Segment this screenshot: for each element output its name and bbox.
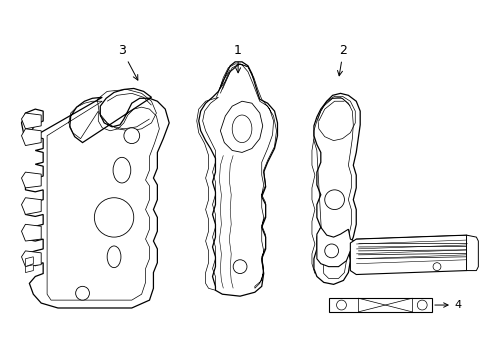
Polygon shape xyxy=(22,251,41,267)
Circle shape xyxy=(325,190,344,210)
Circle shape xyxy=(433,263,441,271)
Polygon shape xyxy=(22,113,41,129)
Text: 2: 2 xyxy=(338,44,347,76)
Polygon shape xyxy=(314,93,360,284)
Circle shape xyxy=(233,260,247,274)
Circle shape xyxy=(75,286,90,300)
Circle shape xyxy=(95,198,134,237)
Circle shape xyxy=(325,244,339,258)
Ellipse shape xyxy=(107,246,121,267)
Polygon shape xyxy=(350,235,472,275)
Polygon shape xyxy=(317,227,468,267)
Polygon shape xyxy=(466,235,478,271)
Polygon shape xyxy=(22,172,41,188)
Polygon shape xyxy=(329,298,432,312)
Circle shape xyxy=(124,128,140,144)
Polygon shape xyxy=(25,257,33,267)
Ellipse shape xyxy=(232,115,252,143)
Text: 4: 4 xyxy=(435,300,462,310)
Polygon shape xyxy=(220,101,263,152)
Circle shape xyxy=(417,300,427,310)
Ellipse shape xyxy=(113,157,131,183)
Polygon shape xyxy=(22,198,41,215)
Text: 1: 1 xyxy=(234,44,242,73)
Polygon shape xyxy=(199,62,277,296)
Polygon shape xyxy=(22,89,169,308)
Polygon shape xyxy=(25,265,33,273)
Circle shape xyxy=(337,300,346,310)
Polygon shape xyxy=(22,129,41,145)
Polygon shape xyxy=(22,224,41,241)
Text: 3: 3 xyxy=(118,44,138,80)
